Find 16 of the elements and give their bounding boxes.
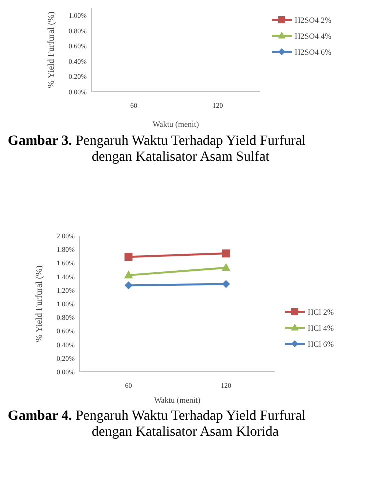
legend-label: HCl 4%	[308, 324, 334, 333]
text: Gambar 4. Pengaruh Waktu Terhadap Yield Furfural dengan Katalisator Asam Klorida	[8, 409, 306, 440]
legend-label: HCl 2%	[308, 308, 334, 317]
text: Gambar 3. Pengaruh Waktu Terhadap Yield Furfural dengan Katalisator Asam Sulfat	[8, 134, 306, 165]
legend-label: H2SO4 6%	[295, 48, 332, 57]
point	[124, 253, 133, 262]
point	[222, 250, 230, 258]
point	[124, 282, 133, 290]
x-axis-title: Waktu (menit)	[154, 396, 201, 405]
legend-label: H2SO4 2%	[295, 16, 332, 25]
y-axis-title: % Yield Furfural (%)	[46, 12, 56, 88]
point	[222, 280, 230, 288]
legend-label: HCl 6%	[308, 340, 334, 349]
x-axis-title: Waktu (menit)	[152, 120, 200, 129]
y-axis-title: % Yield Furfural (%)	[34, 266, 44, 342]
legend-label: H2SO4 4%	[295, 32, 332, 41]
